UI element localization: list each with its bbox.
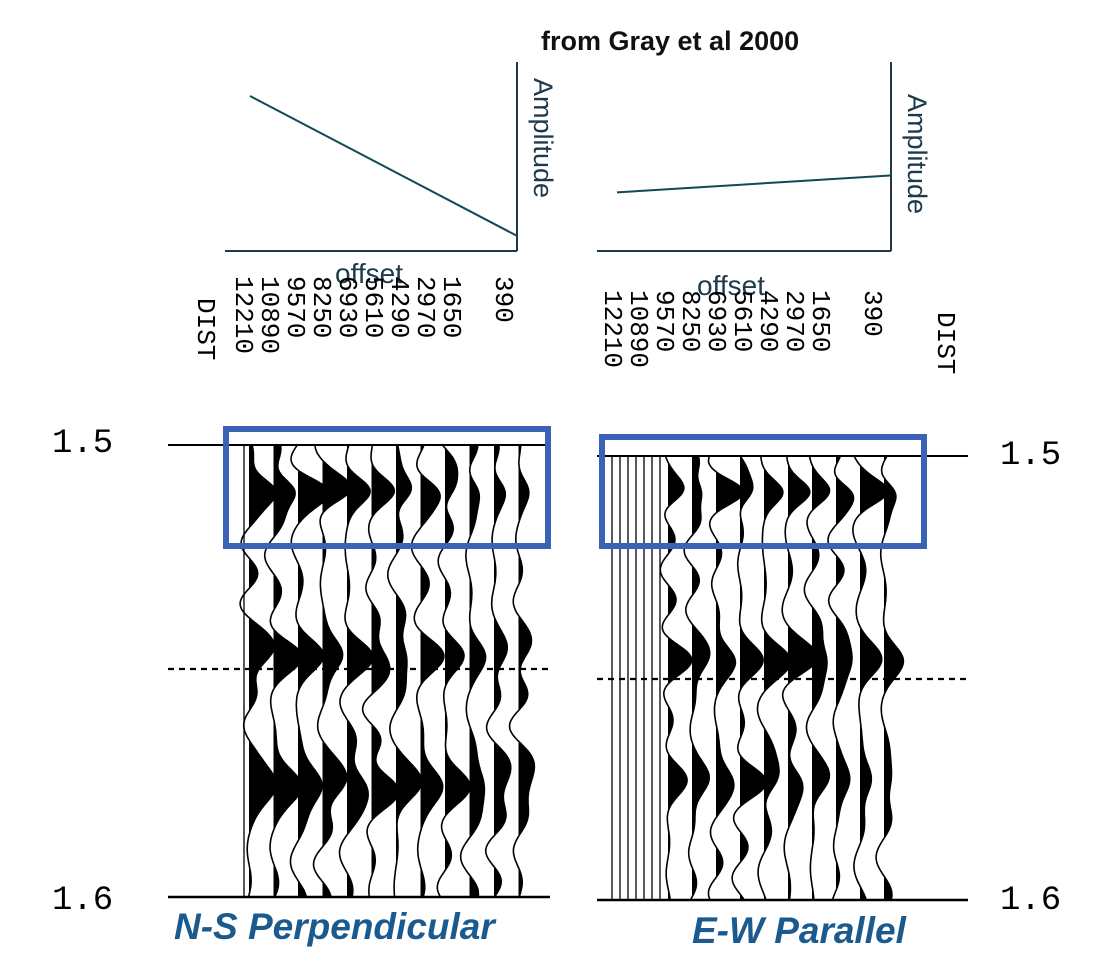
ns-wiggle-fill — [322, 445, 352, 897]
ew-wiggle-fill — [812, 456, 830, 900]
ns-highlight-box — [223, 426, 551, 549]
ew-wiggle-trace — [852, 455, 889, 901]
ew-panel-caption: E-W Parallel — [692, 910, 906, 951]
ew-offset-tick: 5610 — [727, 290, 757, 353]
ew-amplitude-axis-label: Amplitude — [902, 94, 932, 215]
figure-title: from Gray et al 2000 — [541, 26, 800, 56]
ns-offset-tick: 6930 — [332, 276, 362, 339]
ew-wiggle-fill — [884, 456, 904, 900]
ew-wiggle-fill — [740, 456, 767, 900]
ns-offset-tick: 2970 — [410, 276, 440, 339]
ew-highlight-box — [599, 434, 927, 549]
ew-time-top-label: 1.5 — [1000, 437, 1062, 475]
ns-time-bottom-label: 1.6 — [52, 882, 114, 920]
ew-wiggle-fill — [860, 456, 888, 900]
ew-wiggle-fill — [764, 456, 792, 900]
ew-offset-tick: 12210 — [597, 290, 627, 369]
ns-wiggle-fill — [494, 445, 511, 897]
ew-offset-tick: 10890 — [623, 290, 653, 369]
ns-offset-tick: 5610 — [358, 276, 388, 339]
ew-offset-tick: 2970 — [779, 290, 809, 353]
ew-offset-axis-label: offset — [697, 270, 765, 301]
ns-offset-tick: 8250 — [306, 276, 336, 339]
ew-dist-label: DIST — [930, 312, 960, 375]
ns-wiggle-fill — [445, 445, 471, 897]
ns-offset-tick: 390 — [488, 276, 518, 323]
ns-wiggle-fill — [298, 445, 330, 897]
ns-offset-tick: 12210 — [228, 276, 258, 355]
ns-wiggle-fill — [347, 445, 373, 897]
ns-amplitude-axis-label: Amplitude — [528, 78, 558, 199]
ew-amplitude-trend-line — [616, 174, 892, 194]
ew-wiggle-fill — [716, 456, 744, 900]
ew-offset-tick: 6930 — [701, 290, 731, 353]
ns-wiggle-fill — [420, 445, 444, 897]
ew-wiggle-fill — [692, 456, 710, 900]
ns-amplitude-trend-line — [249, 95, 518, 237]
ew-wiggle-fill — [788, 456, 818, 900]
ew-offset-tick: 4290 — [753, 290, 783, 353]
ew-time-bottom-label: 1.6 — [1000, 882, 1062, 920]
ns-wiggle-fill — [249, 445, 277, 897]
ns-dist-label: DIST — [190, 298, 220, 361]
ew-wiggle-fill — [668, 456, 692, 900]
ew-offset-tick: 8250 — [675, 290, 705, 353]
ns-offset-axis-label: offset — [335, 258, 403, 289]
ns-panel-caption: N-S Perpendicular — [174, 906, 495, 947]
ew-offset-tick: 9570 — [649, 290, 679, 353]
ns-wiggle-fill — [396, 445, 422, 897]
ns-offset-tick: 4290 — [384, 276, 414, 339]
ns-time-top-label: 1.5 — [52, 425, 114, 463]
ns-offset-tick: 10890 — [254, 276, 284, 355]
ns-offset-tick: 1650 — [436, 276, 466, 339]
ns-wiggle-fill — [273, 445, 303, 897]
ns-wiggle-fill — [371, 445, 399, 897]
ns-wiggle-fill — [469, 445, 486, 897]
ew-offset-tick: 390 — [857, 290, 887, 337]
ns-offset-tick: 9570 — [280, 276, 310, 339]
ns-wiggle-fill — [518, 445, 535, 897]
ew-wiggle-fill — [836, 456, 854, 900]
ew-offset-tick: 1650 — [805, 290, 835, 353]
